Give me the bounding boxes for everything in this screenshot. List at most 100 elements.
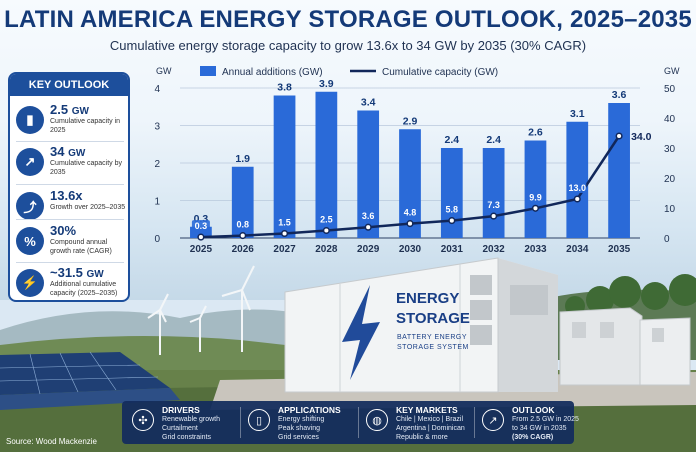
section-divider: [474, 407, 475, 438]
line-value-label: 1.5: [278, 218, 291, 228]
bar-value-label: 1.9: [235, 153, 250, 165]
left-axis-unit: GW: [156, 66, 172, 76]
kpi-growth: ⤴ 13.6x Growth over 2025–2035: [10, 188, 128, 228]
kpi-value-wrap: ~31.5 GW: [50, 265, 104, 280]
bar: [482, 148, 505, 238]
kpi-desc: Compound annual growth rate (CAGR): [50, 239, 112, 255]
kpi-value: 13.6x: [50, 188, 83, 203]
source-note: Source: Wood Mackenzie: [6, 437, 98, 446]
key-markets-title: KEY MARKETS: [396, 405, 458, 415]
bottom-info-bar: ✣ DRIVERS Renewable growth Curtailment G…: [122, 401, 579, 444]
container-label-energy: ENERGY: [396, 290, 460, 307]
applications-section: ▯ APPLICATIONS Energy shifting Peak shav…: [244, 401, 354, 444]
line-value-label: 2.5: [320, 215, 333, 225]
drivers-line: Curtailment: [162, 425, 198, 432]
x-axis-tick: 2029: [357, 244, 380, 255]
line-point: [573, 195, 581, 203]
key-markets-section: ◍ KEY MARKETS Chile | Mexico | Brazil Ar…: [362, 401, 472, 444]
kpi-value: 34: [50, 144, 65, 159]
line-value-label: 4.8: [404, 208, 417, 218]
key-markets-line: Republic & more: [396, 434, 448, 441]
bar-value-label: 2.4: [445, 134, 460, 146]
x-axis-tick: 2027: [273, 244, 296, 255]
page-subtitle: Cumulative energy storage capacity to gr…: [109, 38, 587, 53]
kpi-additional: ⚡ ~31.5 GW Additional cumulative capacit…: [10, 265, 128, 300]
kpi-value: 2.5: [50, 102, 69, 117]
right-axis-tick: 0: [664, 234, 670, 245]
line-point: [406, 220, 414, 228]
bar-value-label: 2.4: [486, 134, 501, 146]
x-axis-tick: 2032: [483, 244, 506, 255]
bar-value-label: 3.9: [319, 78, 334, 90]
legend-label-bars: Annual additions (GW): [222, 67, 323, 78]
outlook-title: OUTLOOK: [512, 405, 555, 415]
line-point: [490, 212, 498, 220]
bar-value-label: 2.6: [528, 127, 543, 139]
kpi-desc: Cumulative capacity by 2035: [50, 160, 122, 176]
x-axis-tick: 2034: [566, 244, 589, 255]
kpi-value-wrap: 34 GW: [50, 144, 85, 159]
line-value-label: 5.8: [446, 205, 459, 215]
left-axis-tick: 0: [154, 234, 160, 245]
drivers-line: Renewable growth: [162, 416, 220, 423]
kpi-value-wrap: 30%: [50, 223, 76, 238]
bar: [190, 226, 212, 238]
kpi-cagr: % 30% Compound annual growth rate (CAGR): [10, 223, 128, 263]
kpi-divider: [16, 219, 124, 220]
applications-line: Grid services: [278, 434, 319, 441]
x-axis-tick: 2035: [608, 244, 631, 255]
x-axis-tick: 2026: [232, 244, 255, 255]
kpi-unit: GW: [86, 269, 104, 280]
x-axis-tick: 2031: [441, 244, 464, 255]
line-value-label: 0.3: [195, 221, 208, 231]
chart-up-icon: ↗: [482, 409, 504, 431]
line-point: [197, 233, 205, 241]
kpi-unit: GW: [71, 106, 89, 117]
line-label-bg: [442, 203, 461, 215]
key-markets-line: Chile | Mexico | Brazil: [396, 416, 464, 423]
applications-line: Energy shifting: [278, 416, 325, 423]
x-axis-tick: 2033: [524, 244, 547, 255]
percent-icon: %: [16, 227, 44, 255]
bar-value-label: 3.6: [612, 89, 627, 101]
right-axis-tick: 50: [664, 84, 676, 95]
kpi-divider: [16, 262, 124, 263]
bar: [357, 110, 380, 238]
applications-title: APPLICATIONS: [278, 405, 341, 415]
bar-value-label: 3.8: [277, 82, 292, 94]
right-axis-tick: 10: [664, 204, 676, 215]
outlook-section: ↗ OUTLOOK From 2.5 GW in 2025 to 34 GW i…: [478, 401, 579, 444]
line-value-label: 0.8: [236, 220, 249, 230]
bar: [315, 91, 338, 238]
right-axis-tick: 40: [664, 114, 676, 125]
key-outlook-panel: KEY OUTLOOK ▮ 2.5 GW Cumulative capacity…: [8, 72, 130, 302]
container-label-bess-2: STORAGE SYSTEM: [397, 344, 469, 351]
drivers-line: Grid constraints: [162, 434, 212, 441]
line-label-bg: [526, 191, 545, 203]
bar: [273, 95, 296, 238]
line-point: [322, 226, 330, 235]
line-label-bg: [191, 220, 210, 232]
left-axis-tick: 2: [154, 159, 160, 170]
line-value-label: 34.0: [631, 131, 652, 143]
line-value-label: 9.9: [529, 192, 542, 202]
line-point: [364, 223, 372, 231]
key-markets-line: Argentina | Dominican: [396, 425, 465, 432]
bar: [566, 121, 589, 238]
growth-arrow-icon: ⤴: [16, 192, 44, 220]
kpi-desc: Growth over 2025–2035: [50, 204, 126, 211]
line-label-bg: [317, 213, 336, 225]
kpi-capacity-2025: ▮ 2.5 GW Cumulative capacity in 2025: [10, 102, 128, 142]
container-label-bess-1: BATTERY ENERGY: [397, 334, 468, 341]
bar-value-label: 3.4: [361, 97, 376, 109]
line-label-bg: [233, 218, 252, 230]
line-label-bg: [359, 210, 378, 222]
x-axis-tick: 2025: [190, 244, 213, 255]
drivers-section: ✣ DRIVERS Renewable growth Curtailment G…: [128, 401, 238, 444]
battery-icon: ⚡: [16, 269, 44, 297]
bar: [608, 103, 630, 238]
applications-line: Peak shaving: [278, 425, 321, 432]
kpi-value: ~31.5: [50, 265, 83, 280]
legend-label-line: Cumulative capacity (GW): [382, 67, 498, 78]
drivers-title: DRIVERS: [162, 405, 200, 415]
